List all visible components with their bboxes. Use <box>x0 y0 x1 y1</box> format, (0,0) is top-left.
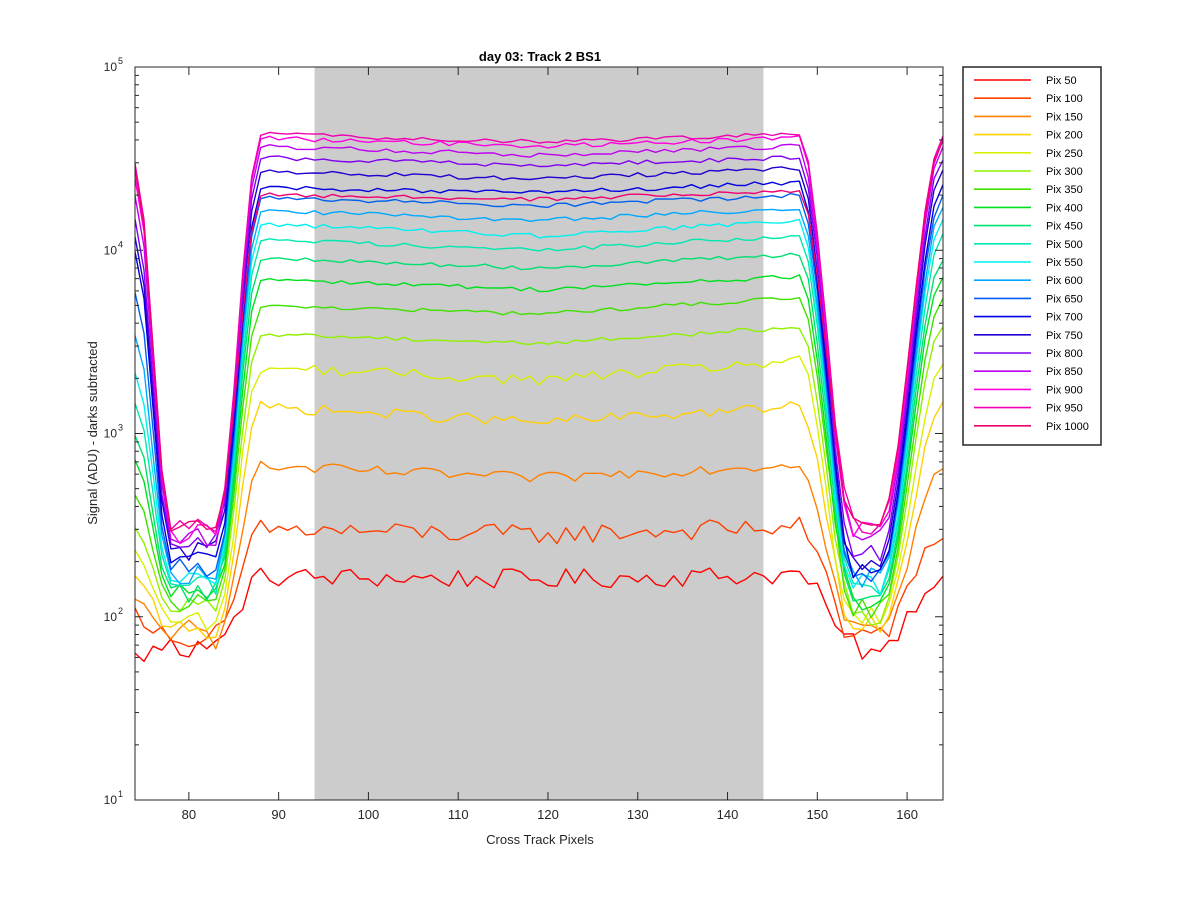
x-tick-label: 110 <box>448 807 469 822</box>
y-tick-exponent: 3 <box>118 423 123 433</box>
x-tick-label: 160 <box>896 807 918 822</box>
y-tick-label: 10 <box>104 243 118 257</box>
series-line <box>135 274 943 611</box>
legend-label: Pix 850 <box>1046 366 1083 378</box>
legend-label: Pix 900 <box>1046 384 1083 396</box>
x-tick-label: 80 <box>182 807 196 822</box>
legend-label: Pix 500 <box>1046 239 1083 251</box>
x-tick-label: 120 <box>537 807 559 822</box>
legend-label: Pix 950 <box>1046 403 1083 415</box>
series-line <box>135 355 943 631</box>
series-line <box>135 567 943 663</box>
shaded-region <box>314 67 764 800</box>
legend-label: Pix 600 <box>1046 275 1083 287</box>
legend-label: Pix 750 <box>1046 330 1083 342</box>
legend-label: Pix 400 <box>1046 202 1083 214</box>
legend-label: Pix 50 <box>1046 75 1077 87</box>
x-tick-label: 140 <box>717 807 739 822</box>
y-tick-label: 10 <box>104 793 118 807</box>
legend-label: Pix 800 <box>1046 348 1083 360</box>
series-line <box>135 460 943 650</box>
y-tick-label: 10 <box>104 610 118 624</box>
series-line <box>135 297 943 619</box>
series-line <box>135 143 943 546</box>
series-line <box>135 218 943 596</box>
series-line <box>135 192 943 582</box>
chart-title: day 03: Track 2 BS1 <box>479 49 601 64</box>
x-tick-label: 130 <box>627 807 649 822</box>
series-line <box>135 166 943 571</box>
legend-box <box>962 66 1102 446</box>
legend-label: Pix 700 <box>1046 312 1083 324</box>
legend-label: Pix 150 <box>1046 111 1083 123</box>
series-line <box>135 400 943 639</box>
series-line <box>135 516 943 648</box>
x-tick-label: 90 <box>271 807 285 822</box>
y-tick-exponent: 5 <box>118 56 123 66</box>
x-axis-label: Cross Track Pixels <box>486 832 594 847</box>
series-line <box>135 155 943 562</box>
y-tick-label: 10 <box>104 427 118 441</box>
series-line <box>135 233 943 596</box>
legend-label: Pix 100 <box>1046 93 1083 105</box>
y-tick-exponent: 2 <box>118 606 123 616</box>
series-line <box>135 207 943 588</box>
series-line <box>135 326 943 626</box>
legend-label: Pix 300 <box>1046 166 1083 178</box>
series-lines <box>135 131 943 663</box>
legend-label: Pix 350 <box>1046 184 1083 196</box>
y-tick-label: 10 <box>104 60 118 74</box>
series-line <box>135 131 943 535</box>
series-line <box>135 140 943 532</box>
legend-label: Pix 650 <box>1046 293 1083 305</box>
legend-label: Pix 250 <box>1046 148 1083 160</box>
legend-label: Pix 450 <box>1046 221 1083 233</box>
x-tick-label: 150 <box>806 807 828 822</box>
y-tick-exponent: 1 <box>118 789 123 799</box>
legend-label: Pix 1000 <box>1046 421 1089 433</box>
series-line <box>135 252 943 603</box>
y-axis-label: Signal (ADU) - darks subtracted <box>85 341 100 525</box>
series-line <box>135 180 943 579</box>
legend-label: Pix 200 <box>1046 130 1083 142</box>
x-tick-label: 100 <box>358 807 380 822</box>
legend-label: Pix 550 <box>1046 257 1083 269</box>
y-tick-exponent: 4 <box>118 239 123 249</box>
legend: Pix 50 Pix 100 Pix 150 Pix 200 Pix 250 Pix 30… <box>962 66 1102 446</box>
